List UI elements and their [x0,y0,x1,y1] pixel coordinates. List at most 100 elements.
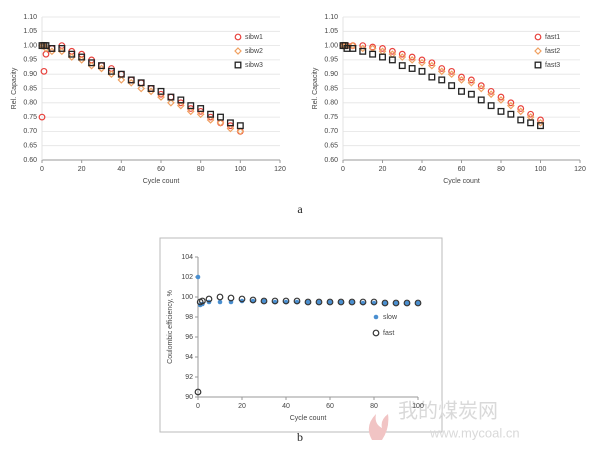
point [327,299,333,305]
point [217,119,224,127]
point [467,78,476,87]
point [198,297,206,305]
point [197,105,205,112]
point [428,61,436,70]
x-tick-label: 100 [412,403,424,410]
x-tick-label: 0 [40,166,44,173]
point [38,113,46,121]
point [238,295,246,303]
point [260,297,268,305]
point [217,299,223,305]
point [379,53,386,61]
legend-marker [234,47,242,55]
point [487,102,495,110]
y-tick-label: 0.60 [23,157,37,164]
legend-marker [372,329,380,337]
point [261,298,267,304]
point [398,62,406,70]
point [448,67,456,75]
point [107,70,116,79]
point [216,293,224,301]
x-tick-label: 0 [196,403,200,410]
y-tick-label: 0.75 [23,114,37,121]
point [137,84,146,93]
point [467,90,475,98]
x-tick-label: 40 [117,166,125,173]
point [216,118,225,127]
point [271,297,279,305]
point [236,122,244,130]
point [147,87,155,96]
point [507,101,515,110]
y-tick-label: 98 [185,314,193,321]
point [517,105,525,112]
point [507,99,515,107]
x-tick-label: 60 [458,166,466,173]
point [187,102,195,110]
legend-label: sibw1 [245,34,263,41]
x-tick-label: 100 [234,166,246,173]
point [88,59,96,67]
y-tick-label: 1.05 [324,28,338,35]
legend-marker [234,61,242,69]
point [117,70,125,78]
point [487,87,495,95]
point [408,53,416,61]
y-tick-label: 1.00 [324,42,338,49]
y-tick-label: 0.90 [324,71,338,78]
point [408,56,416,64]
point [428,73,436,81]
point [97,64,106,73]
point [194,388,202,396]
x-tick-label: 120 [274,166,286,173]
point [457,76,466,84]
point [87,61,96,70]
y-tick-label: 1.10 [324,14,338,21]
x-tick-label: 80 [197,166,205,173]
point [40,67,48,75]
y-tick-label: 94 [185,354,193,361]
legend-label: fast3 [545,62,560,69]
point [227,294,235,302]
y-tick-label: 92 [185,374,193,381]
y-tick-label: 1.00 [23,42,37,49]
point [249,296,257,304]
point [205,295,213,303]
point [167,98,175,107]
x-tick-label: 80 [370,403,378,410]
point [236,127,245,136]
watermark-title: 我的煤炭网 [398,399,498,423]
point [388,47,396,55]
point [527,119,535,127]
point [404,300,410,306]
y-tick-label: 0.95 [324,57,338,64]
point [418,67,426,75]
x-tick-label: 20 [379,166,387,173]
y-axis-label: Coulombic efficiency, % [167,290,174,364]
point [477,96,485,104]
point [206,116,215,124]
point [487,90,495,99]
point [98,62,105,70]
point [398,53,407,61]
point [48,45,56,52]
point [127,78,136,87]
point [438,76,446,84]
point [393,300,399,306]
point [348,298,356,306]
y-tick-label: 104 [181,254,193,261]
x-tick-label: 120 [574,166,586,173]
point [408,65,416,72]
watermark-logo [368,414,389,440]
x-tick-label: 20 [78,166,86,173]
y-tick-label: 90 [185,394,193,401]
point [447,70,456,79]
point [42,44,50,53]
point [293,297,301,305]
point [497,107,505,115]
point [370,298,378,306]
point [382,300,388,306]
x-tick-label: 0 [341,166,345,173]
point [195,274,201,280]
